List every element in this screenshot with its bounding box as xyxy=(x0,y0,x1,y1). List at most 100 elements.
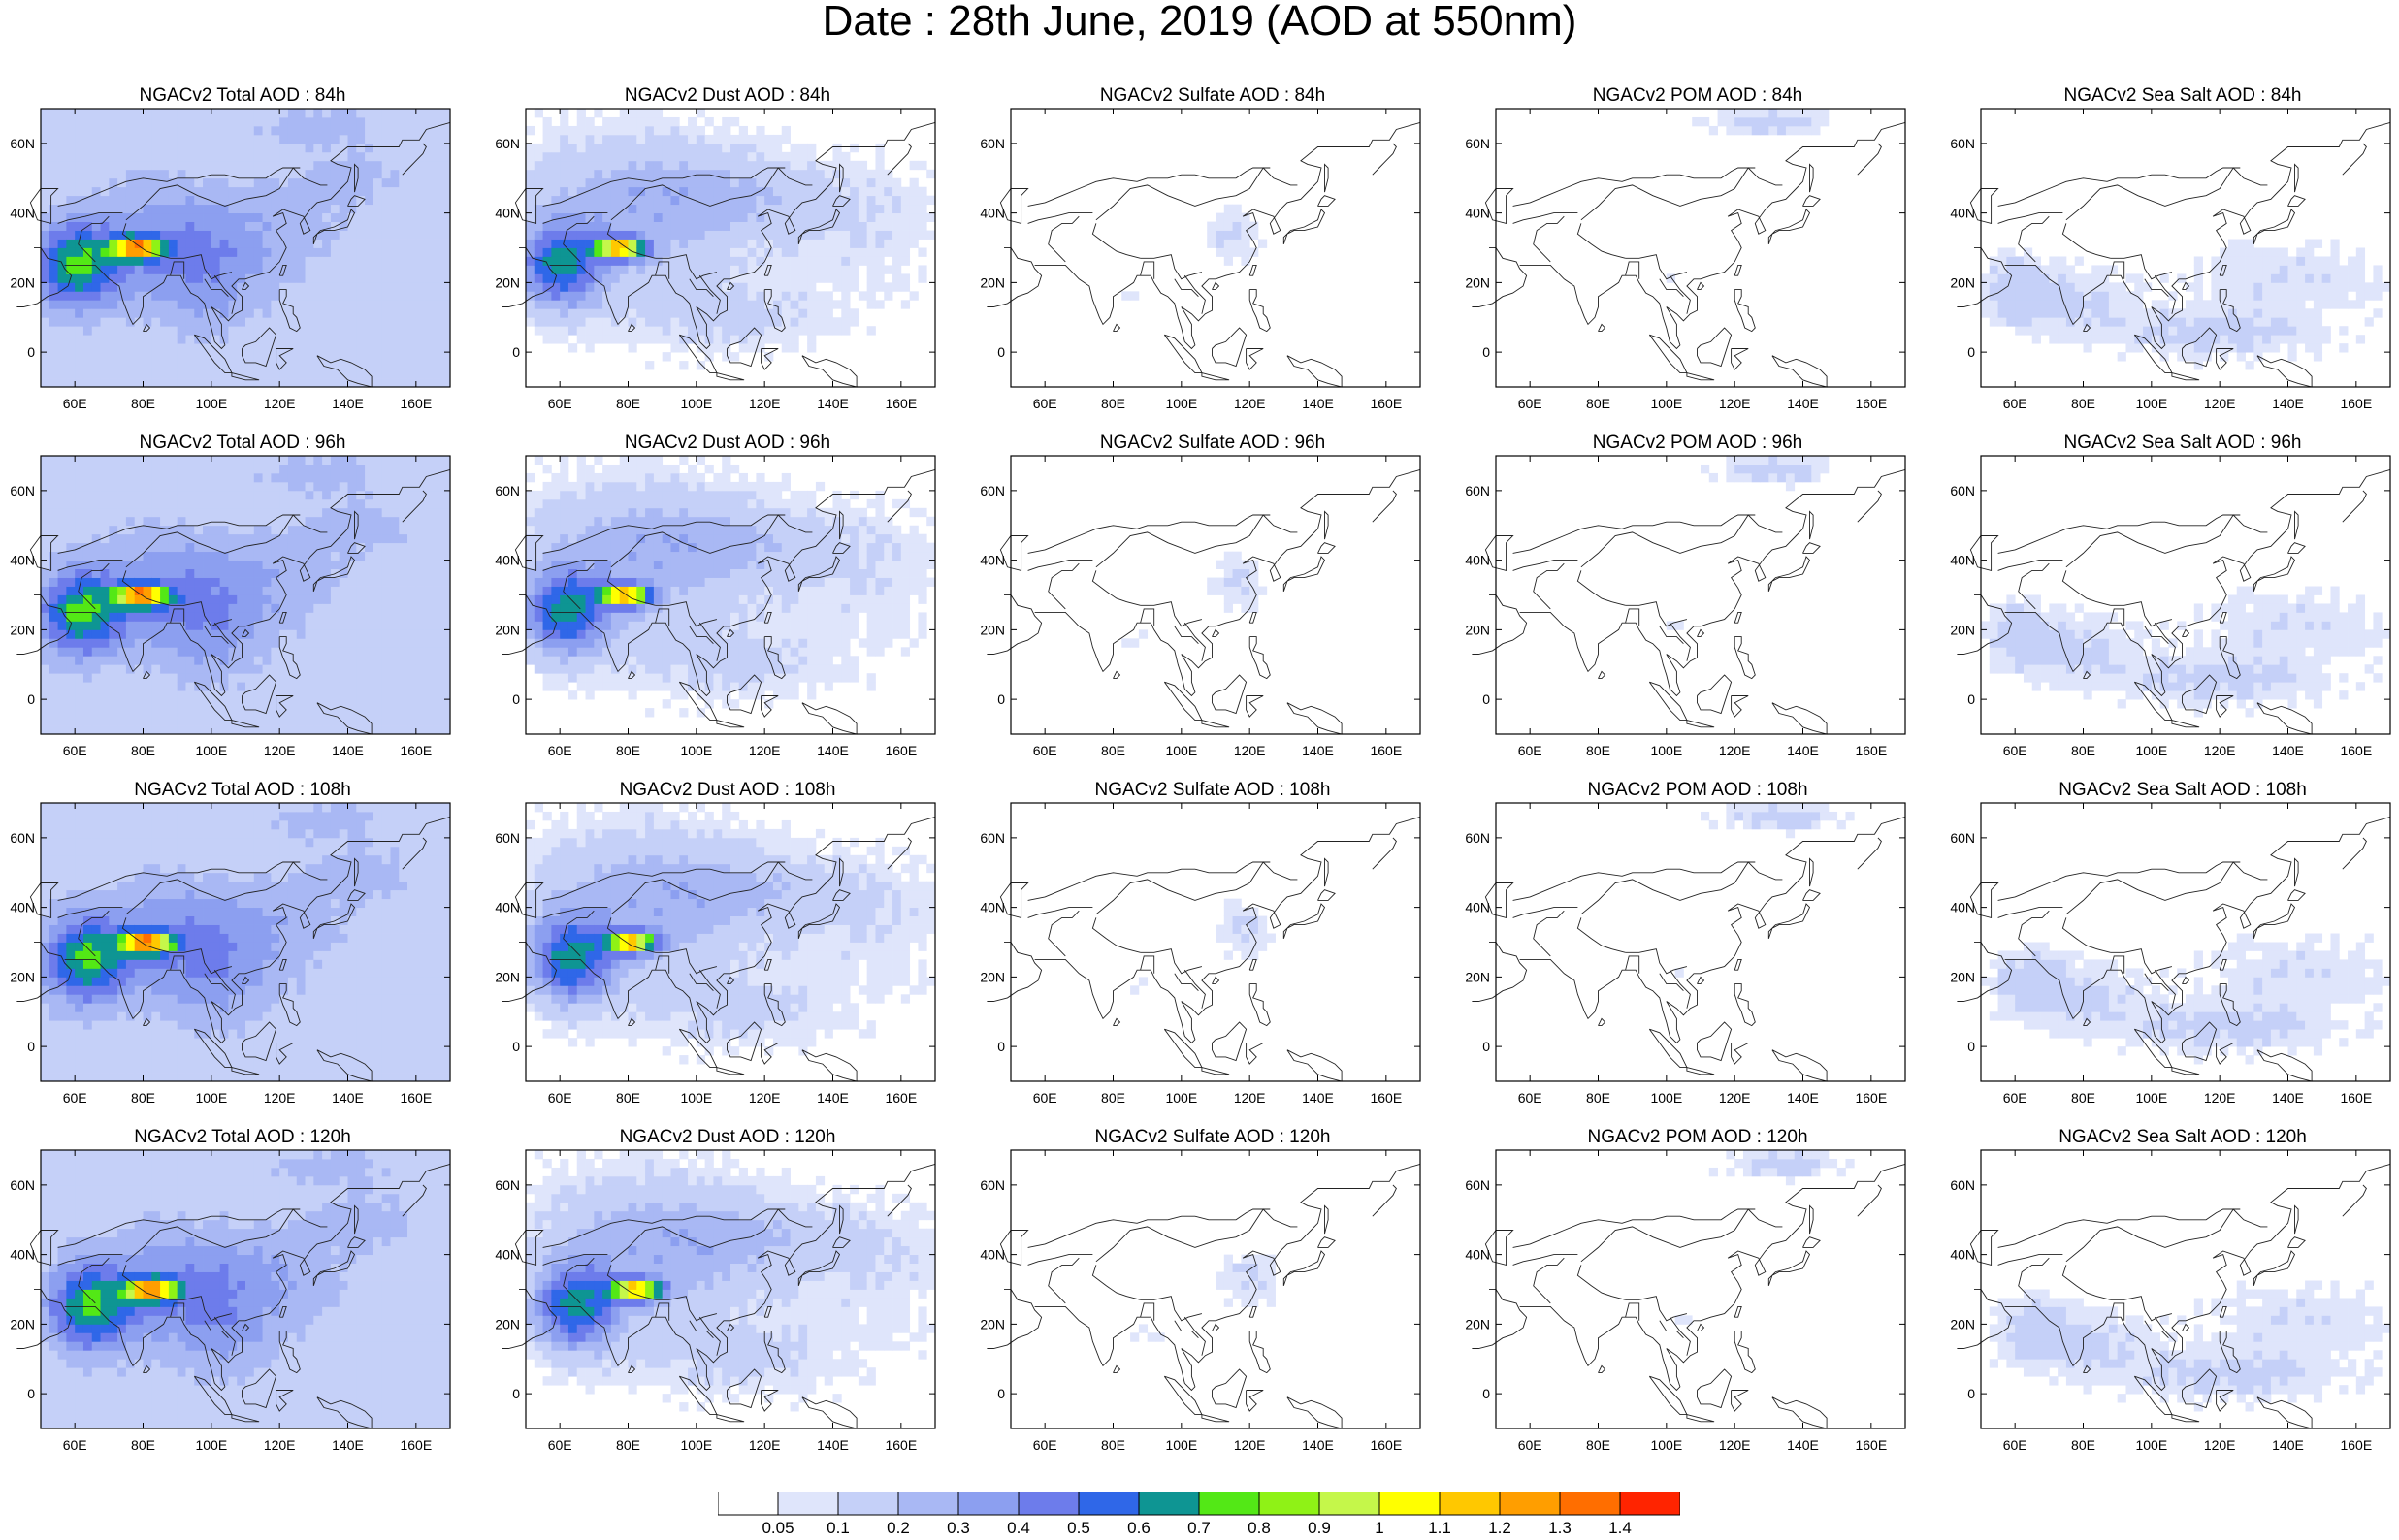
aod-cell xyxy=(100,638,110,648)
aod-cell xyxy=(160,542,170,553)
aod-cell xyxy=(330,125,340,136)
aod-cell xyxy=(117,134,127,144)
aod-cell xyxy=(399,560,408,569)
aod-cell xyxy=(653,273,664,283)
aod-cell xyxy=(75,603,84,613)
aod-cell xyxy=(100,542,110,553)
aod-cell xyxy=(245,282,255,292)
aod-cell xyxy=(109,317,118,327)
aod-cell xyxy=(2006,308,2016,318)
aod-cell xyxy=(57,629,67,639)
aod-cell xyxy=(1981,282,1991,292)
aod-cell xyxy=(279,151,289,162)
aod-cell xyxy=(704,212,714,222)
aod-cell xyxy=(185,308,195,318)
aod-cell xyxy=(245,725,255,735)
aod-cell xyxy=(203,177,212,188)
aod-cell xyxy=(679,186,689,197)
aod-cell xyxy=(730,204,740,214)
aod-cell xyxy=(602,134,612,144)
aod-cell xyxy=(91,690,101,700)
aod-cell xyxy=(228,577,238,587)
aod-cell xyxy=(747,221,757,231)
aod-cell xyxy=(296,361,306,370)
aod-cell xyxy=(228,109,238,118)
aod-cell xyxy=(722,326,731,336)
aod-cell xyxy=(151,638,161,648)
aod-cell xyxy=(636,335,646,344)
aod-cell xyxy=(441,317,451,327)
aod-cell xyxy=(168,308,178,318)
aod-cell xyxy=(1241,247,1250,257)
aod-cell xyxy=(433,186,442,197)
aod-cell xyxy=(2091,273,2101,283)
aod-cell xyxy=(542,151,552,162)
aod-cell xyxy=(365,221,374,231)
aod-cell xyxy=(670,160,680,171)
aod-cell xyxy=(824,308,833,318)
aod-cell xyxy=(347,125,357,136)
aod-cell xyxy=(542,308,552,318)
aod-cell xyxy=(322,169,332,179)
aod-cell xyxy=(160,464,170,474)
aod-cell xyxy=(2058,300,2067,309)
aod-cell xyxy=(373,594,383,604)
coastlines xyxy=(1957,121,2391,388)
aod-cell xyxy=(747,256,757,266)
aod-cell xyxy=(253,568,263,578)
aod-cell xyxy=(704,169,714,179)
aod-cell xyxy=(841,204,851,214)
aod-cell xyxy=(296,109,306,118)
aod-cell xyxy=(117,352,127,362)
aod-cell xyxy=(2117,300,2126,309)
aod-cell xyxy=(41,239,50,248)
aod-cell xyxy=(194,656,204,665)
aod-cell xyxy=(91,490,101,500)
aod-cell xyxy=(756,317,765,327)
aod-cell xyxy=(143,361,152,370)
aod-cell xyxy=(2151,300,2161,309)
aod-cell xyxy=(2270,273,2281,283)
aod-field xyxy=(41,109,451,388)
aod-cell xyxy=(713,326,723,336)
aod-cell xyxy=(185,361,195,370)
aod-cell xyxy=(662,282,671,292)
aod-cell xyxy=(168,212,178,222)
aod-cell xyxy=(100,656,110,665)
aod-cell xyxy=(143,300,152,309)
aod-cell xyxy=(424,656,434,665)
aod-cell xyxy=(82,378,93,388)
aod-cell xyxy=(585,134,595,144)
aod-cell xyxy=(339,169,348,179)
aod-cell xyxy=(91,326,101,336)
aod-cell xyxy=(747,230,757,240)
aod-cell xyxy=(313,169,323,179)
aod-cell xyxy=(57,239,67,248)
aod-cell xyxy=(66,308,76,318)
aod-cell xyxy=(1241,221,1250,231)
aod-cell xyxy=(433,586,442,595)
aod-cell xyxy=(356,186,366,197)
aod-cell xyxy=(313,708,323,718)
aod-cell xyxy=(82,717,93,726)
aod-cell xyxy=(322,300,332,309)
aod-cell xyxy=(730,300,740,309)
aod-cell xyxy=(134,291,144,301)
aod-cell xyxy=(287,361,298,370)
aod-cell xyxy=(143,656,152,665)
aod-cell xyxy=(619,291,629,301)
aod-cell xyxy=(1760,116,1769,127)
coastline xyxy=(1095,167,1298,221)
aod-cell xyxy=(211,326,221,336)
aod-cell xyxy=(2253,273,2263,283)
aod-cell xyxy=(1717,109,1727,118)
aod-cell xyxy=(66,177,76,188)
aod-cell xyxy=(356,542,366,553)
aod-cell xyxy=(125,369,136,379)
aod-cell xyxy=(356,456,366,465)
aod-cell xyxy=(764,195,774,206)
aod-cell xyxy=(279,291,289,301)
aod-cell xyxy=(390,673,400,683)
aod-cell xyxy=(781,291,791,301)
aod-cell xyxy=(560,109,569,118)
